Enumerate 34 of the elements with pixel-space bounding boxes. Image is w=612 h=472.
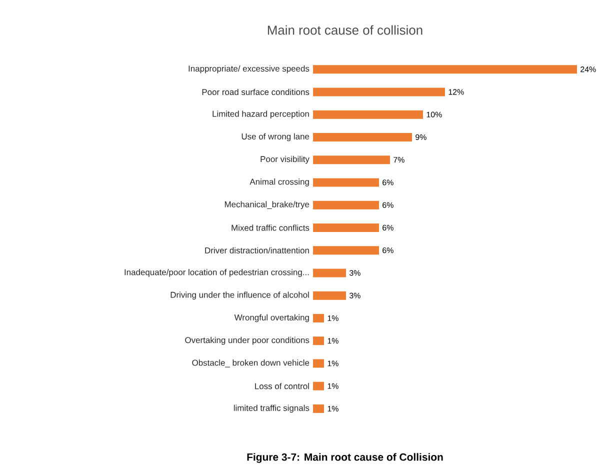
y-tick-label: Inadequate/poor location of pedestrian crossing... [124,268,309,277]
bar [313,110,424,119]
bar [313,156,390,164]
bar [313,268,346,278]
y-tick-label: Driving under the influence of alcohol [170,292,309,300]
y-tick-label: limited traffic signals [234,404,310,413]
y-tick-label: Loss of control [255,382,309,390]
y-tick-label: Use of wrong lane [242,133,310,142]
bar [313,88,446,96]
bar [313,178,380,187]
y-tick-label: Poor road surface conditions [202,88,310,96]
y-tick-label: Animal crossing [250,178,309,186]
bar [313,336,324,346]
y-tick-label: Mixed traffic conflicts [232,224,310,231]
bar [313,359,324,368]
bar [313,291,346,300]
y-tick-label: Wrongful overtaking [234,314,309,322]
bar [313,314,324,322]
y-tick-label: Driver distraction/inattention [205,247,309,254]
y-tick-label: Limited hazard perception [212,110,309,119]
bar [313,223,380,232]
caption: Figure 3-7: Main root cause of Collision [247,453,443,463]
bar [313,246,380,255]
bar [313,132,412,142]
y-tick-label: Mechanical_brake/trye [224,201,310,210]
y-tick-label: Inappropriate/ excessive speeds [188,65,310,74]
bar [313,200,380,210]
y-tick-label: Obstacle_ broken down vehicle [192,360,310,368]
bar [313,65,578,74]
bar [313,382,324,390]
bar [313,404,324,413]
y-tick-label: Poor visibility [260,156,310,164]
y-tick-label: Overtaking under poor conditions [185,336,310,345]
chart-title: Main root cause of collision [268,25,422,35]
